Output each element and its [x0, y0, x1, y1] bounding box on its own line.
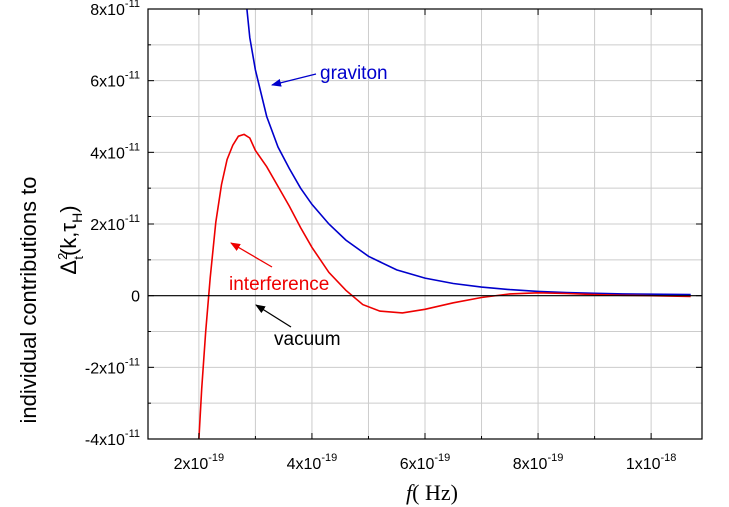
annotation-arrow-interference	[230, 242, 273, 268]
y-axis-label: individual contributions to	[16, 176, 41, 423]
y-tick-label: -2x10-11	[85, 356, 140, 377]
ticks: 2x10-19 4x10-19 6x10-19 8x10-19 1x10-18 -4x10…	[85, 0, 702, 473]
svg-text:Δ2t(k,τH): Δ2t(k,τH)	[55, 205, 86, 274]
y-tick-label: 6x10-11	[90, 70, 140, 91]
x-tick-label: 4x10-19	[287, 452, 338, 473]
x-tick-label: 1x10-18	[626, 452, 677, 473]
annotation-arrow-vacuum	[255, 304, 292, 328]
series-layer	[148, 9, 702, 439]
annotation-label-graviton: graviton	[320, 63, 388, 84]
annotation-arrow-graviton	[271, 73, 317, 87]
y-tick-label: 0	[131, 289, 140, 306]
annotations: graviton interference vacuum	[229, 63, 388, 350]
series-line-graviton	[246, 9, 691, 296]
grid	[148, 8, 702, 440]
annotation-label-interference: interference	[229, 274, 329, 295]
series-line-interference	[198, 133, 691, 439]
y-tick-label: 4x10-11	[90, 141, 140, 162]
y-tick-label: 8x10-11	[90, 0, 140, 19]
x-axis-label: f( Hz)	[406, 480, 458, 505]
x-tick-label: 2x10-19	[174, 452, 225, 473]
y-axis-label-line1: individual contributions to	[16, 176, 41, 423]
x-tick-label: 6x10-19	[400, 452, 451, 473]
x-tick-label: 8x10-19	[513, 452, 564, 473]
y-tick-label: -4x10-11	[85, 428, 140, 449]
y-tick-label: 2x10-11	[90, 213, 140, 234]
y-axis-label-2: Δ2t(k,τH)	[55, 205, 86, 274]
annotation-label-vacuum: vacuum	[274, 329, 341, 350]
